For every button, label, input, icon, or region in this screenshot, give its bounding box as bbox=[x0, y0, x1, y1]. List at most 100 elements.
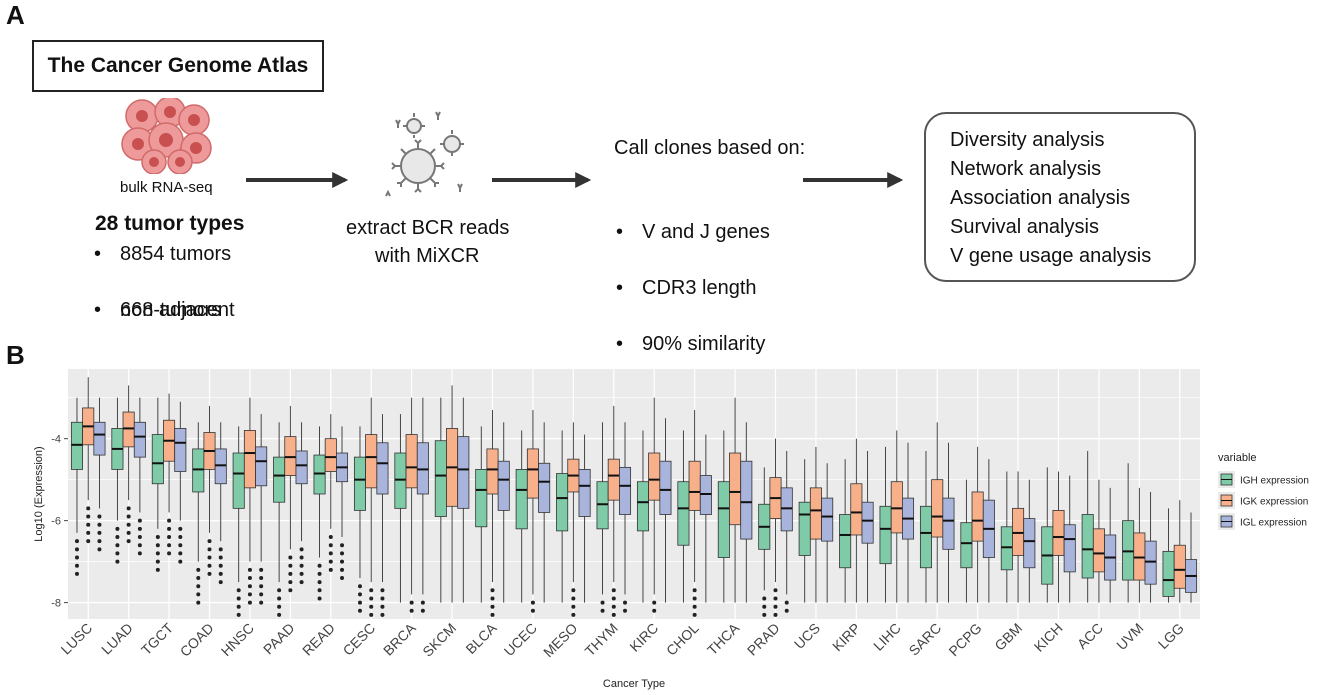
x-tick-label-brca: BRCA bbox=[380, 619, 419, 658]
box-kirc-igh bbox=[636, 430, 649, 603]
outlier-point bbox=[328, 559, 333, 564]
outlier-point bbox=[380, 604, 385, 609]
y-tick-label: -4 bbox=[51, 434, 61, 446]
outlier-point bbox=[652, 600, 657, 605]
outlier-point bbox=[137, 518, 142, 523]
box-blca-igh bbox=[475, 426, 488, 603]
outlier-point bbox=[137, 543, 142, 548]
outlier-point bbox=[126, 530, 131, 535]
x-tick-label-meso: MESO bbox=[540, 620, 581, 661]
boxplot-chart: -8 -6 -4 Log10 (Expression) LUSC LUAD TGCT COAD… bbox=[33, 369, 1309, 690]
outlier-point bbox=[207, 547, 212, 552]
x-tick-label-thym: THYM bbox=[582, 620, 621, 659]
box-chol-igh bbox=[677, 430, 690, 603]
outlier-point bbox=[97, 539, 102, 544]
box-iqr bbox=[729, 452, 742, 526]
box-iqr bbox=[850, 483, 863, 536]
outlier-point bbox=[74, 571, 79, 576]
box-ucs-igl bbox=[821, 463, 834, 603]
outlier-point bbox=[167, 551, 172, 556]
box-iqr bbox=[416, 442, 429, 495]
outlier-point bbox=[167, 526, 172, 531]
outlier-point bbox=[218, 580, 223, 585]
outlier-point bbox=[762, 604, 767, 609]
box-iqr bbox=[919, 505, 932, 569]
box-iqr bbox=[1063, 524, 1076, 573]
outlier-point bbox=[288, 580, 293, 585]
box-acc-igk bbox=[1092, 479, 1105, 603]
outlier-point bbox=[178, 551, 183, 556]
outlier-point bbox=[115, 535, 120, 540]
box-iqr bbox=[1012, 507, 1025, 556]
outlier-point bbox=[155, 535, 160, 540]
x-tick-label-lihc: LIHC bbox=[870, 620, 904, 654]
outlier-point bbox=[340, 543, 345, 548]
x-tick-label-uvm: UVM bbox=[1113, 620, 1146, 653]
outlier-point bbox=[97, 547, 102, 552]
box-lgg-igl bbox=[1185, 512, 1198, 603]
x-tick-label-acc: ACC bbox=[1074, 620, 1106, 652]
tumor-cells-icon bbox=[121, 98, 212, 174]
box-skcm-igl bbox=[457, 397, 470, 603]
outlier-point bbox=[773, 588, 778, 593]
box-iqr bbox=[839, 514, 852, 569]
box-iqr bbox=[607, 458, 620, 501]
box-iqr bbox=[324, 438, 337, 472]
outlier-point bbox=[277, 604, 282, 609]
outlier-point bbox=[692, 588, 697, 593]
outlier-point bbox=[611, 612, 616, 617]
outlier-point bbox=[490, 604, 495, 609]
outlier-point bbox=[247, 592, 252, 597]
outlier-point bbox=[773, 596, 778, 601]
outlier-point bbox=[600, 600, 605, 605]
box-iqr bbox=[486, 448, 499, 495]
outlier-point bbox=[490, 588, 495, 593]
box-paad-igl bbox=[295, 422, 308, 585]
box-iqr bbox=[1081, 514, 1094, 579]
outlier-point bbox=[126, 522, 131, 527]
box-iqr bbox=[284, 436, 297, 476]
box-iqr bbox=[295, 450, 308, 485]
clones-heading: Call clones based on: bbox=[614, 137, 806, 159]
box-pcpg-igk bbox=[971, 446, 984, 603]
outlier-point bbox=[420, 608, 425, 613]
box-iqr bbox=[1133, 532, 1146, 581]
outlier-point bbox=[236, 596, 241, 601]
outlier-point bbox=[74, 563, 79, 568]
outlier-point bbox=[167, 535, 172, 540]
box-brca-igl bbox=[416, 397, 429, 613]
box-ucec-igh bbox=[515, 430, 528, 603]
outlier-point bbox=[259, 567, 264, 572]
box-pcpg-igh bbox=[960, 479, 973, 603]
outlier-point bbox=[328, 535, 333, 540]
box-iqr bbox=[861, 501, 874, 544]
x-tick-label-thca: THCA bbox=[704, 619, 743, 658]
x-tick-label-lusc: LUSC bbox=[58, 620, 96, 658]
box-iqr bbox=[394, 452, 407, 509]
outlier-point bbox=[773, 604, 778, 609]
outlier-point bbox=[277, 596, 282, 601]
box-iqr bbox=[1000, 526, 1013, 571]
outlier-point bbox=[167, 518, 172, 523]
y-tick-label: -6 bbox=[51, 516, 61, 528]
box-iqr bbox=[214, 448, 227, 485]
box-luad-igh bbox=[111, 397, 124, 564]
box-iqr bbox=[405, 434, 418, 489]
tcga-title-box: The Cancer Genome Atlas bbox=[32, 40, 324, 92]
box-ucs-igk bbox=[809, 446, 822, 603]
outlier-point bbox=[369, 604, 374, 609]
x-tick-label-blca: BLCA bbox=[462, 619, 500, 657]
outlier-point bbox=[340, 559, 345, 564]
y-axis-title: Log10 (Expression) bbox=[33, 446, 45, 541]
outlier-point bbox=[340, 551, 345, 556]
box-iqr bbox=[942, 497, 955, 550]
x-tick-label-skcm: SKCM bbox=[419, 620, 459, 660]
box-lihc-igl bbox=[902, 442, 915, 603]
x-tick-label-hnsc: HNSC bbox=[218, 620, 257, 659]
legend-label: IGL expression bbox=[1240, 518, 1307, 529]
outlier-point bbox=[218, 547, 223, 552]
outlier-point bbox=[692, 612, 697, 617]
outlier-point bbox=[74, 539, 79, 544]
outlier-point bbox=[357, 600, 362, 605]
outlier-point bbox=[288, 563, 293, 568]
